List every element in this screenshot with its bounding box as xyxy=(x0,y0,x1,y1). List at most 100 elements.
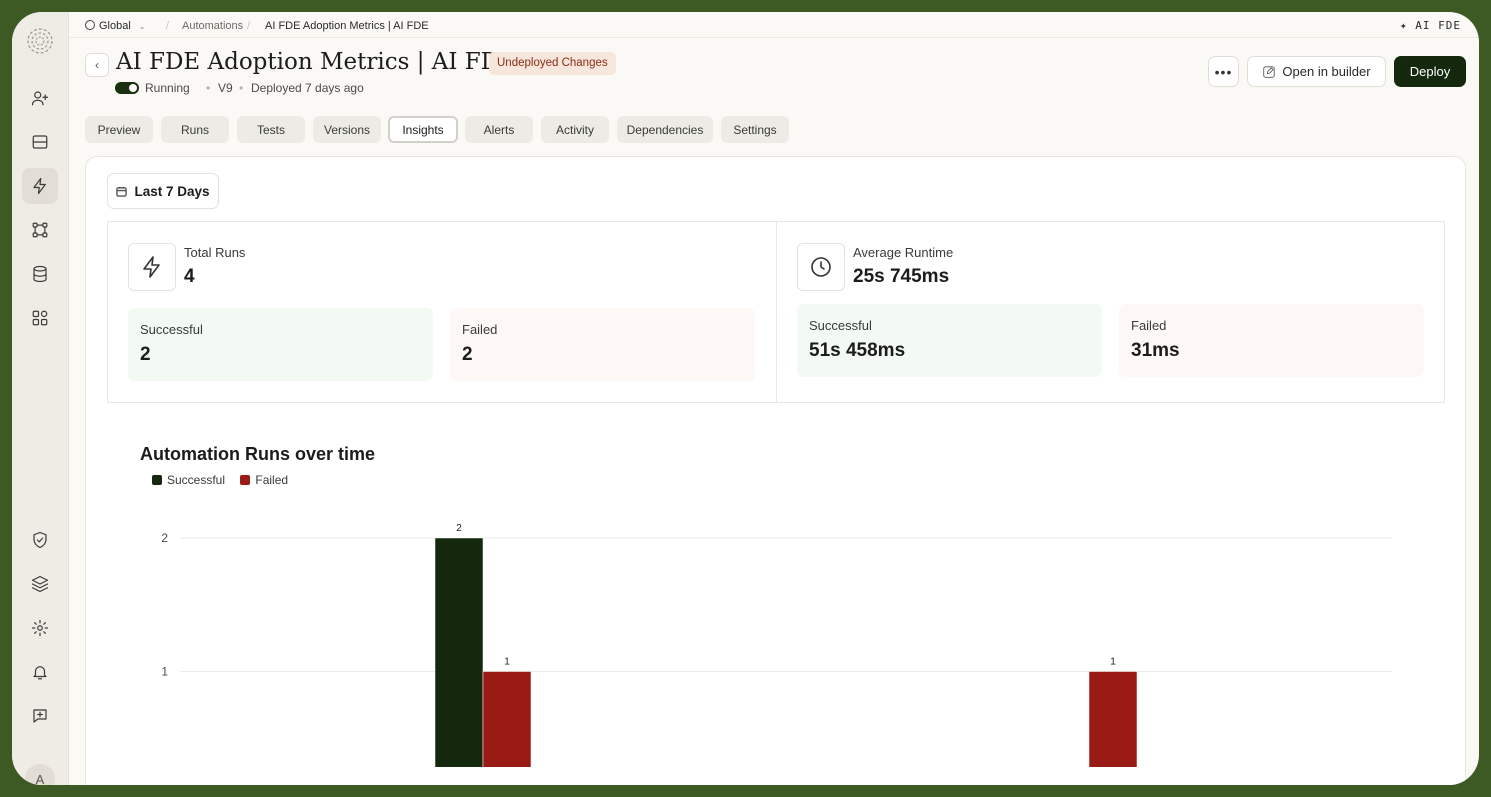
insights-panel: Last 7 Days Total Runs 4 Successful 2 Fa… xyxy=(85,156,1466,785)
failed-label: Failed xyxy=(462,322,498,337)
workspace-label: Global xyxy=(99,20,131,32)
sidebar: A xyxy=(12,12,69,785)
version-label: V9 xyxy=(218,81,233,95)
deployed-time: Deployed 7 days ago xyxy=(251,81,364,95)
legend-swatch-successful xyxy=(152,475,162,485)
bar-failed-2026-08-14 xyxy=(482,671,532,767)
globe-icon xyxy=(85,20,95,30)
brand-tag: ✦ AI FDE xyxy=(1400,19,1461,32)
successful-label: Successful xyxy=(809,318,872,333)
breadcrumb-separator: / xyxy=(166,20,170,32)
legend-item-failed[interactable]: Failed xyxy=(240,473,288,487)
total-runs-successful: Successful 2 xyxy=(128,308,433,381)
sidebar-item-feedback[interactable] xyxy=(22,698,58,734)
layers-icon xyxy=(31,575,49,593)
workspace-selector[interactable]: Global ⌄ xyxy=(85,20,146,32)
y-tick-label: 1 xyxy=(161,665,168,679)
y-tick-label: 2 xyxy=(161,531,168,545)
legend-item-successful[interactable]: Successful xyxy=(152,473,225,487)
sidebar-item-settings[interactable] xyxy=(22,610,58,646)
tab-runs[interactable]: Runs xyxy=(161,116,229,143)
bell-icon xyxy=(33,666,47,680)
nodes-icon xyxy=(32,222,48,238)
total-runs-value: 4 xyxy=(184,266,195,287)
user-plus-icon xyxy=(31,91,49,106)
more-options-button[interactable]: ••• xyxy=(1208,56,1239,87)
tab-preview[interactable]: Preview xyxy=(85,116,153,143)
breadcrumb: Global ⌄ / Automations / AI FDE Adoption … xyxy=(69,12,1479,38)
date-range-filter[interactable]: Last 7 Days xyxy=(107,173,219,209)
separator-dot: • xyxy=(206,81,211,95)
successful-label: Successful xyxy=(140,322,203,337)
tab-settings[interactable]: Settings xyxy=(721,116,789,143)
sidebar-item-layers[interactable] xyxy=(22,566,58,602)
tab-tests[interactable]: Tests xyxy=(237,116,305,143)
deploy-button[interactable]: Deploy xyxy=(1394,56,1466,87)
stats-divider xyxy=(776,222,777,403)
date-range-label: Last 7 Days xyxy=(134,183,210,199)
status-badge: Undeployed Changes xyxy=(489,52,616,75)
sparkle-icon: ✦ xyxy=(1400,19,1416,32)
chevron-down-icon: ⌄ xyxy=(138,22,146,31)
message-plus-icon xyxy=(33,709,47,723)
failed-value: 2 xyxy=(462,344,473,365)
bar-data-label: 1 xyxy=(1110,657,1116,668)
successful-value: 2 xyxy=(140,344,151,365)
app-logo-icon[interactable] xyxy=(25,26,55,56)
clock-icon xyxy=(797,243,845,291)
breadcrumb-current: AI FDE Adoption Metrics | AI FDE xyxy=(265,20,429,32)
bar-failed-2026-08-21 xyxy=(1088,671,1138,767)
bar-data-label: 2 xyxy=(456,523,462,534)
sidebar-item-data[interactable] xyxy=(22,256,58,292)
chart-title: Automation Runs over time xyxy=(140,444,376,464)
sidebar-item-inbox[interactable] xyxy=(22,124,58,160)
back-button[interactable]: ‹ xyxy=(85,53,109,77)
open-in-builder-button[interactable]: Open in builder xyxy=(1247,56,1386,87)
legend-label-successful: Successful xyxy=(167,473,226,487)
tab-versions[interactable]: Versions xyxy=(313,116,381,143)
running-toggle[interactable] xyxy=(115,82,139,94)
calendar-icon xyxy=(116,186,128,197)
shield-check-icon xyxy=(33,531,47,549)
breadcrumb-separator: / xyxy=(247,20,251,32)
stats-grid: Total Runs 4 Successful 2 Failed 2 Avera… xyxy=(107,221,1445,403)
sidebar-item-workflows[interactable] xyxy=(22,212,58,248)
legend-label-failed: Failed xyxy=(255,473,289,487)
brand-tag-label: AI FDE xyxy=(1415,19,1461,32)
inbox-icon xyxy=(32,135,48,149)
lightning-icon xyxy=(128,243,176,291)
tab-insights[interactable]: Insights xyxy=(388,116,458,143)
legend-swatch-failed xyxy=(240,475,251,485)
total-runs-label: Total Runs xyxy=(184,245,246,260)
avg-runtime-label: Average Runtime xyxy=(853,245,954,260)
chevron-left-icon: ‹ xyxy=(95,58,99,72)
tab-activity[interactable]: Activity xyxy=(541,116,609,143)
edit-icon xyxy=(1263,65,1276,78)
gear-icon xyxy=(31,619,49,637)
lightning-icon xyxy=(33,177,46,195)
sidebar-item-notifications[interactable] xyxy=(22,654,58,690)
successful-value: 51s 458ms xyxy=(809,340,906,361)
tab-dependencies[interactable]: Dependencies xyxy=(617,116,713,143)
tab-alerts[interactable]: Alerts xyxy=(465,116,533,143)
separator-dot: • xyxy=(239,81,244,95)
failed-value: 31ms xyxy=(1131,340,1180,361)
sidebar-item-apps[interactable] xyxy=(22,300,58,336)
bar-data-label: 1 xyxy=(504,657,510,668)
open-in-builder-label: Open in builder xyxy=(1282,64,1371,79)
breadcrumb-automations[interactable]: Automations xyxy=(182,20,244,32)
page-title: AI FDE Adoption Metrics | AI FDE xyxy=(116,49,516,75)
apps-icon xyxy=(32,310,48,326)
ellipsis-icon: ••• xyxy=(1214,63,1233,80)
sidebar-item-security[interactable] xyxy=(22,522,58,558)
avg-runtime-value: 25s 745ms xyxy=(853,266,950,287)
bar-successful-2026-08-14 xyxy=(434,537,484,767)
app-window: A Global ⌄ / Automations / AI FDE Adoptio… xyxy=(12,12,1479,785)
failed-label: Failed xyxy=(1131,318,1167,333)
avatar[interactable]: A xyxy=(25,764,55,785)
sidebar-item-users[interactable] xyxy=(22,80,58,116)
running-status: Running xyxy=(145,81,190,95)
sidebar-item-automations[interactable] xyxy=(22,168,58,204)
total-runs-failed: Failed 2 xyxy=(450,308,755,381)
database-icon xyxy=(33,265,47,283)
